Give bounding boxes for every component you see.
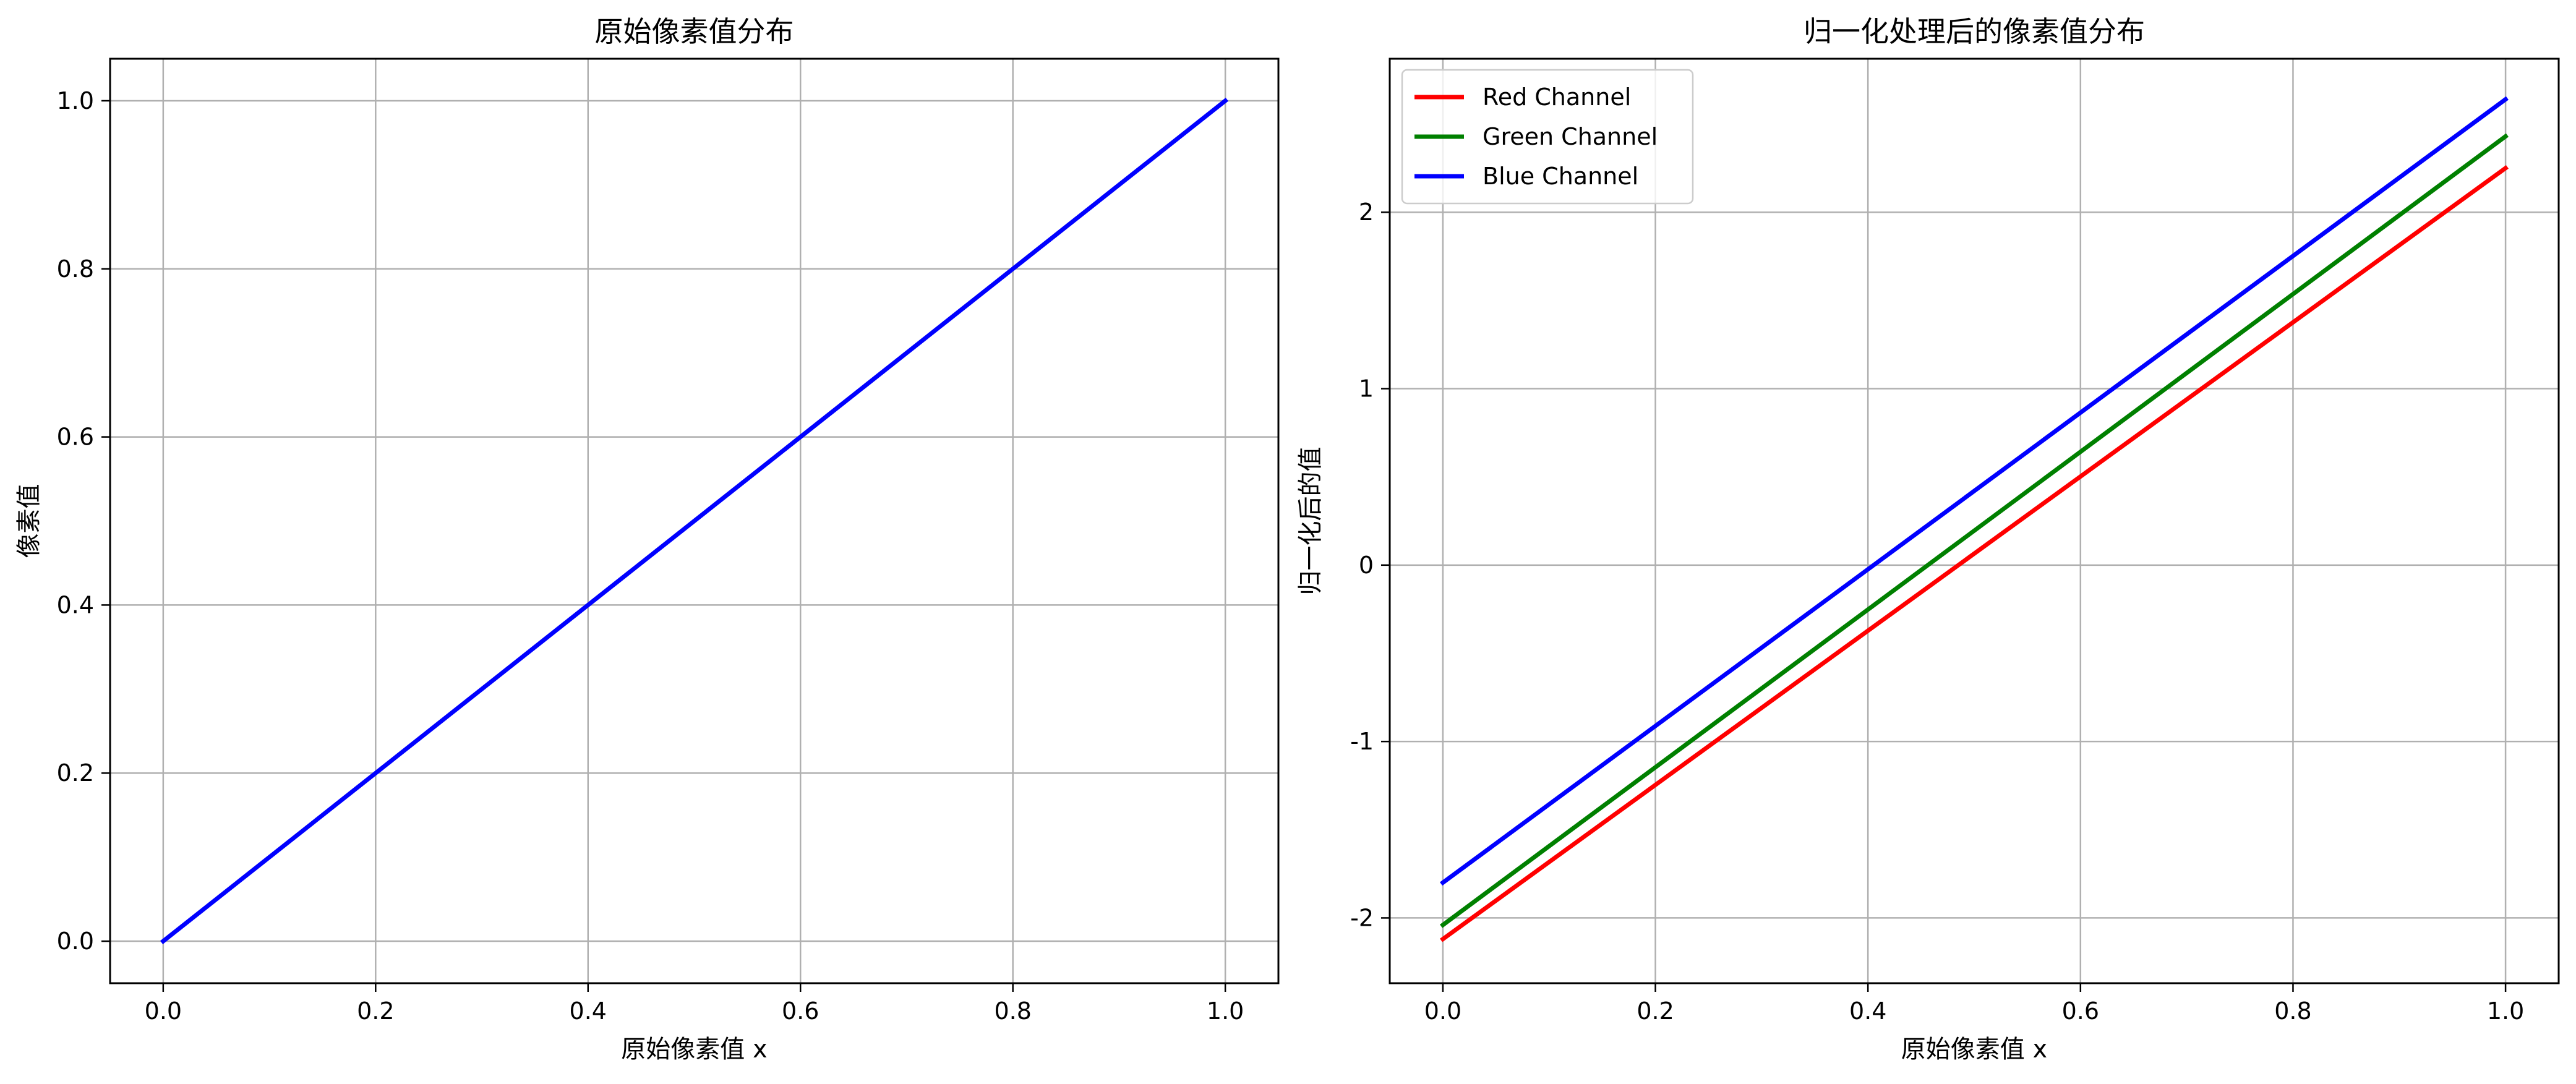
x-tick-label: 0.6 <box>782 997 819 1025</box>
series-line-2 <box>1440 133 2509 928</box>
y-tick-label: 0.8 <box>57 255 94 283</box>
axes-frame <box>109 58 1280 984</box>
x-axis-label: 原始像素值 x <box>621 1035 767 1064</box>
legend-label: Green Channel <box>1483 123 1658 150</box>
y-tick-label: 1.0 <box>57 87 94 114</box>
x-axis-label: 原始像素值 x <box>1901 1035 2047 1064</box>
x-tick-label: 0.4 <box>1849 997 1886 1025</box>
chart-panel-2: 0.0 0.2 0.4 0.6 0.8 1.0 -2 -1 0 1 2 归一化处理后的像素值分布原始像… <box>1296 15 2560 1064</box>
x-tick-label: 1.0 <box>1207 997 1244 1025</box>
x-tick-label: 0.8 <box>994 997 1031 1025</box>
y-tick-label: 0.2 <box>57 759 94 787</box>
y-axis-label: 像素值 <box>15 484 43 558</box>
axes-frame <box>1389 58 2560 984</box>
x-tick-label: 0.2 <box>1637 997 1674 1025</box>
chart-panel-1: 0.0 0.2 0.4 0.6 0.8 1.0 0.0 0.2 0.4 0.6 0.8 1.0 原始像素… <box>15 15 1280 1064</box>
x-tick-label: 1.0 <box>2487 997 2524 1025</box>
y-tick-label: 0 <box>1359 552 1374 579</box>
y-tick-label: -2 <box>1350 904 1374 931</box>
y-tick-label: 0.4 <box>57 591 94 618</box>
chart-title: 原始像素值分布 <box>595 15 794 48</box>
y-tick-label: 0.6 <box>57 424 94 451</box>
chart-title: 归一化处理后的像素值分布 <box>1804 15 2145 48</box>
x-tick-label: 0.0 <box>145 997 182 1025</box>
legend-box <box>1401 69 1694 205</box>
legend: Red Channel Green Channel Blue Channel <box>1401 69 1694 205</box>
y-tick-label: 2 <box>1359 198 1374 226</box>
y-tick-label: 1 <box>1359 375 1374 403</box>
x-tick-label: 0.0 <box>1424 997 1461 1025</box>
x-tick-label: 0.6 <box>2062 997 2099 1025</box>
x-tick-label: 0.8 <box>2274 997 2311 1025</box>
legend-label: Blue Channel <box>1483 163 1638 190</box>
legend-label: Red Channel <box>1483 83 1631 111</box>
series-line-1 <box>1440 165 2509 942</box>
y-tick-label: -1 <box>1350 728 1374 755</box>
series-line-1 <box>160 98 1229 944</box>
x-tick-label: 0.2 <box>357 997 394 1025</box>
y-tick-label: 0.0 <box>57 928 94 955</box>
x-tick-label: 0.4 <box>570 997 607 1025</box>
y-axis-label: 归一化后的值 <box>1296 447 1325 595</box>
series-line-3 <box>1440 96 2509 886</box>
